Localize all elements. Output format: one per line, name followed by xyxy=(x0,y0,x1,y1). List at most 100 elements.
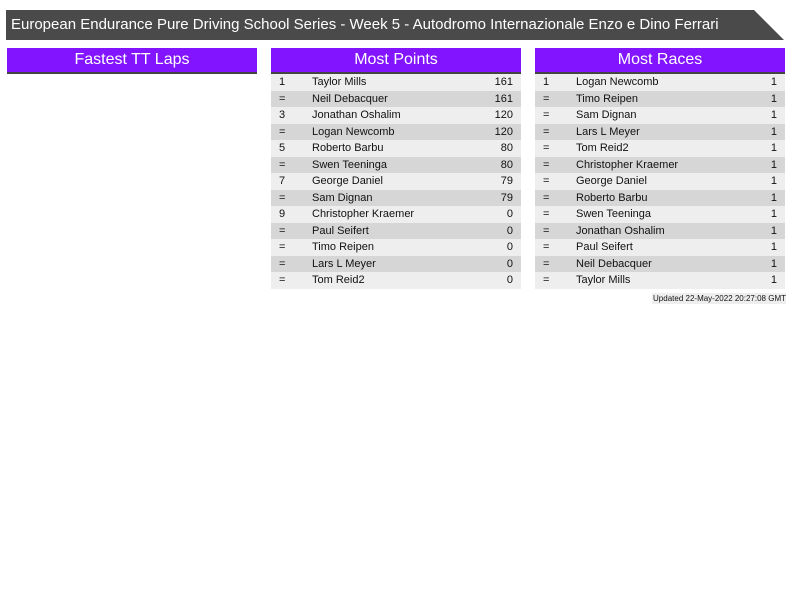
table-row: = Lars L Meyer 1 xyxy=(535,123,785,140)
position: = xyxy=(543,175,550,187)
position: = xyxy=(543,241,550,253)
value: 161 xyxy=(494,92,513,105)
driver-name: Sam Dignan xyxy=(576,109,637,121)
table-row: = Taylor Mills 1 xyxy=(535,272,785,289)
value: 1 xyxy=(770,191,777,204)
panel-most-races: Most Races 1 Logan Newcomb 1 = Timo Reipen 1 =… xyxy=(535,48,785,289)
table-row: = George Daniel 1 xyxy=(535,173,785,190)
driver-name: Neil Debacquer xyxy=(312,92,388,105)
driver-name: Paul Seifert xyxy=(576,241,633,253)
value: 80 xyxy=(500,158,513,171)
position: 5 xyxy=(279,142,286,154)
value: 0 xyxy=(506,224,513,237)
table-row: 1 Logan Newcomb 1 xyxy=(535,74,785,91)
position: = xyxy=(279,224,286,237)
table-row: = Swen Teeninga 80 xyxy=(271,156,521,173)
value: 1 xyxy=(770,224,777,237)
driver-name: Tom Reid2 xyxy=(576,142,629,154)
table-row: 5 Roberto Barbu 80 xyxy=(271,140,521,157)
table-row: 9 Christopher Kraemer 0 xyxy=(271,206,521,223)
position: = xyxy=(543,274,550,286)
position: = xyxy=(279,257,286,270)
value: 0 xyxy=(506,274,513,286)
position: = xyxy=(543,208,550,220)
driver-name: Lars L Meyer xyxy=(576,125,640,138)
driver-name: George Daniel xyxy=(312,175,383,187)
value: 1 xyxy=(770,274,777,286)
driver-name: Swen Teeninga xyxy=(312,158,388,171)
table-body: 1 Logan Newcomb 1 = Timo Reipen 1 = Sam Dignan 1… xyxy=(535,74,785,289)
position: = xyxy=(543,257,550,270)
driver-name: Roberto Barbu xyxy=(576,191,648,204)
driver-name: Taylor Mills xyxy=(312,76,367,88)
table-row: 3 Jonathan Oshalim 120 xyxy=(271,107,521,124)
driver-name: Paul Seifert xyxy=(312,224,369,237)
value: 1 xyxy=(770,175,777,187)
table-row: = Christopher Kraemer 1 xyxy=(535,156,785,173)
position: 9 xyxy=(279,208,286,220)
panel-most-points: Most Points 1 Taylor Mills 161 = Neil Debacq… xyxy=(271,48,521,289)
value: 1 xyxy=(770,208,777,220)
driver-name: Lars L Meyer xyxy=(312,257,376,270)
value: 1 xyxy=(770,109,777,121)
value: 79 xyxy=(500,191,513,204)
table-row: = Logan Newcomb 120 xyxy=(271,123,521,140)
value: 1 xyxy=(770,241,777,253)
driver-name: Logan Newcomb xyxy=(312,125,395,138)
value: 79 xyxy=(500,175,513,187)
panel-fastest-tt-laps: Fastest TT Laps xyxy=(7,48,257,74)
value: 80 xyxy=(500,142,513,154)
position: = xyxy=(543,92,550,105)
panel-heading: Most Points xyxy=(271,48,521,74)
value: 120 xyxy=(494,109,513,121)
table-row: = Sam Dignan 1 xyxy=(535,107,785,124)
table-row: = Paul Seifert 1 xyxy=(535,239,785,256)
value: 1 xyxy=(770,76,777,88)
driver-name: Sam Dignan xyxy=(312,191,373,204)
table-row: = Neil Debacquer 161 xyxy=(271,90,521,107)
position: 3 xyxy=(279,109,286,121)
table-row: = Swen Teeninga 1 xyxy=(535,206,785,223)
updated-timestamp: Updated 22-May-2022 20:27:08 GMT xyxy=(652,293,786,304)
table-row: 1 Taylor Mills 161 xyxy=(271,74,521,91)
position: = xyxy=(543,191,550,204)
position: = xyxy=(279,191,286,204)
driver-name: Christopher Kraemer xyxy=(312,208,415,220)
position: = xyxy=(279,92,286,105)
table-row: = Tom Reid2 0 xyxy=(271,272,521,289)
page-title: European Endurance Pure Driving School S… xyxy=(6,10,784,40)
value: 0 xyxy=(506,208,513,220)
position: = xyxy=(279,241,286,253)
value: 120 xyxy=(494,125,513,138)
driver-name: Timo Reipen xyxy=(312,241,374,253)
value: 1 xyxy=(770,92,777,105)
position: = xyxy=(279,274,286,286)
position: = xyxy=(543,125,550,138)
table-row: = Timo Reipen 0 xyxy=(271,239,521,256)
table-row: = Roberto Barbu 1 xyxy=(535,189,785,206)
panel-heading: Fastest TT Laps xyxy=(7,48,257,74)
position: = xyxy=(543,158,550,171)
driver-name: Timo Reipen xyxy=(576,92,638,105)
position: = xyxy=(543,109,550,121)
driver-name: Roberto Barbu xyxy=(312,142,384,154)
table-row: = Timo Reipen 1 xyxy=(535,90,785,107)
driver-name: George Daniel xyxy=(576,175,647,187)
table-row: 7 George Daniel 79 xyxy=(271,173,521,190)
position: 1 xyxy=(543,76,550,88)
position: = xyxy=(543,142,550,154)
driver-name: Taylor Mills xyxy=(576,274,631,286)
value: 1 xyxy=(770,142,777,154)
position: 7 xyxy=(279,175,286,187)
value: 1 xyxy=(770,125,777,138)
value: 1 xyxy=(770,158,777,171)
value: 0 xyxy=(506,257,513,270)
position: = xyxy=(279,125,286,138)
table-row: = Neil Debacquer 1 xyxy=(535,255,785,272)
table-row: = Jonathan Oshalim 1 xyxy=(535,222,785,239)
position: = xyxy=(279,158,286,171)
value: 0 xyxy=(506,241,513,253)
driver-name: Logan Newcomb xyxy=(576,76,659,88)
table-row: = Lars L Meyer 0 xyxy=(271,255,521,272)
driver-name: Jonathan Oshalim xyxy=(576,224,665,237)
